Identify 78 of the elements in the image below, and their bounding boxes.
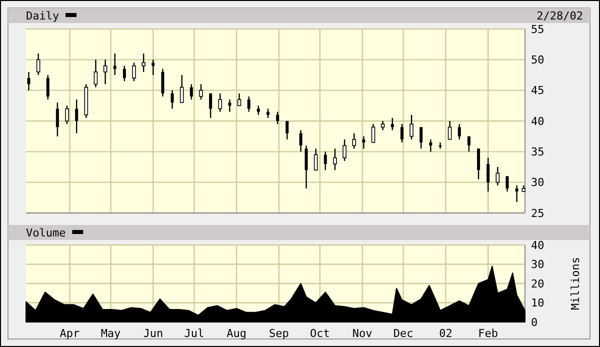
candlestick [161,68,164,98]
candlestick [46,74,50,100]
candlestick [56,102,59,137]
y-tick-label: 55 [531,22,544,36]
candlestick [458,123,461,140]
candlestick [467,136,470,152]
x-tick-label: Aug [226,327,246,340]
candlestick [103,59,108,85]
candlestick [496,166,500,186]
y-tick-label: 35 [531,146,544,159]
candlestick [380,120,385,131]
y-tick-label: 0 [531,316,538,329]
candlestick [228,98,232,112]
candlestick [362,136,366,150]
candlestick [113,52,116,76]
candlestick [65,105,69,125]
candlestick [27,71,30,91]
candlestick [266,108,270,119]
candlestick [314,148,318,171]
x-tick-label: May [100,327,122,340]
y-tick-label: 25 [531,206,544,220]
candlestick [170,90,174,110]
x-tick-label: Apr [60,327,80,340]
candlestick [390,117,394,131]
text: 2/28/02 [536,10,583,22]
y-tick-label: 50 [531,54,544,67]
candlestick [190,84,193,100]
candlestick [36,52,40,76]
candlestick [209,92,212,119]
x-tick-label: Nov [352,327,373,340]
y-tick-label: 10 [531,296,544,310]
candlestick [400,123,404,144]
candlestick [371,123,376,144]
candlestick [352,132,356,150]
candlestick [410,114,414,140]
candlestick [94,59,98,88]
candlestick [237,92,242,106]
candlestick [506,176,509,192]
candlestick [132,62,136,82]
candlestick [180,74,184,104]
y-tick-label: 40 [531,238,544,252]
candlestick [342,138,346,162]
y-tick-label: 30 [531,176,544,190]
candlestick [515,184,518,203]
candlestick [324,151,327,171]
x-tick-label: Jul [184,327,204,340]
y-tick-label: 40 [531,114,544,128]
candlestick [218,92,222,112]
candlestick [299,130,302,152]
x-tick-label: 02 [439,327,452,340]
candlestick [448,120,452,140]
candlestick [152,59,155,76]
y-tick-label: 45 [531,84,544,98]
candlestick [247,96,250,112]
y-axis-title: Millions [568,257,582,310]
x-tick-label: Dec [393,327,414,340]
x-tick-label: Jun [143,327,164,340]
candlestick [429,138,432,152]
chart-title: Volume [26,226,66,240]
x-tick-label: Feb [478,327,498,340]
x-tick-label: Oct [310,327,330,340]
candlestick [304,144,308,190]
candlestick [276,111,280,125]
candlestick [477,148,480,180]
candlestick [420,126,423,150]
candlestick [122,65,126,82]
candlestick [142,52,146,73]
y-tick-label: 30 [531,258,544,272]
candlestick [75,98,78,134]
x-tick-label: Sep [268,327,289,340]
candlestick [333,148,337,171]
candlestick [199,84,203,100]
candlestick [438,142,442,150]
candlestick [486,157,490,192]
y-tick-label: 20 [531,277,544,290]
candlestick [286,120,289,140]
chart-title: Daily [26,10,60,22]
candlestick [256,105,260,116]
